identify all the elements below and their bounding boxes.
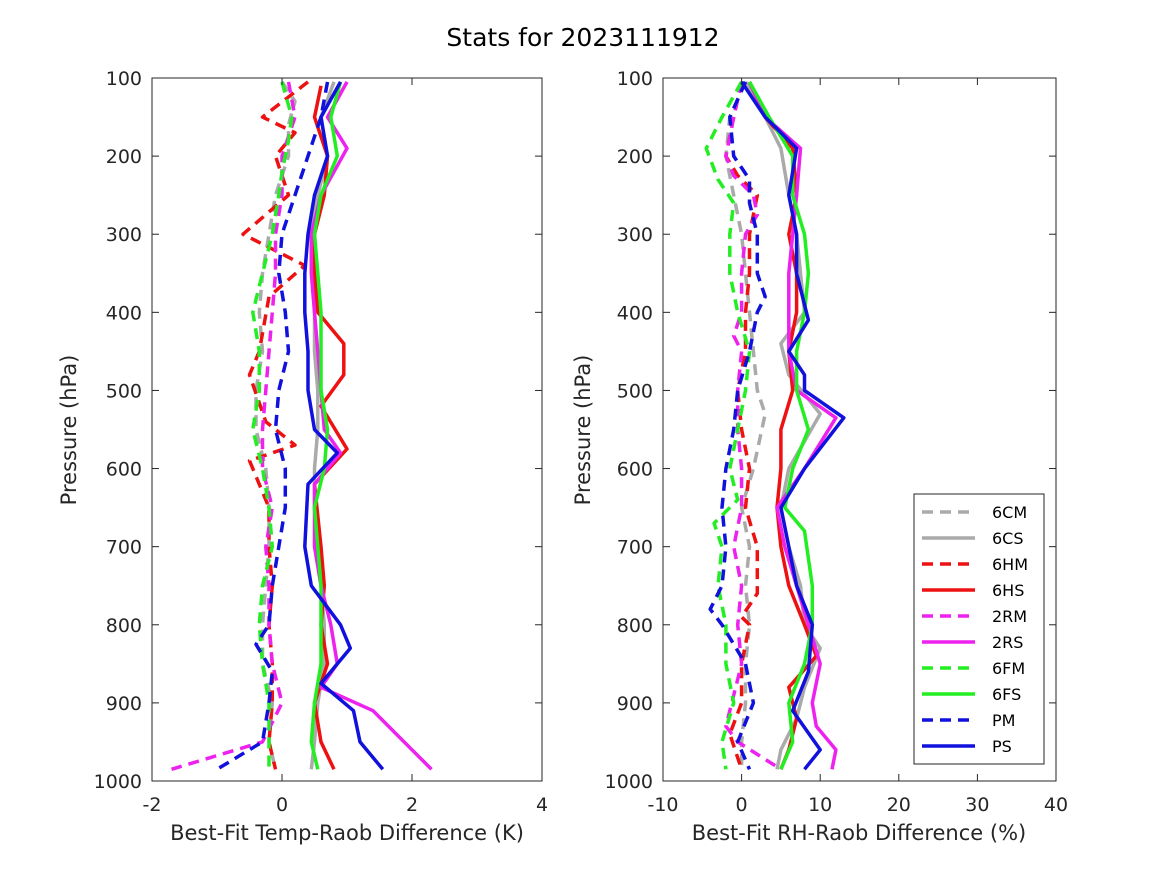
right-y-tick-label: 1000 xyxy=(605,771,653,793)
left-series-pm xyxy=(216,81,330,771)
right-series-6fm xyxy=(704,81,752,770)
left-series-2rm xyxy=(170,81,297,771)
right-series-pm xyxy=(708,81,767,770)
legend: 6CM 6CS 6HM 6HS 2RM 2RS 6FM 6FS PM PS xyxy=(913,493,1045,765)
left-y-tick-label: 300 xyxy=(106,224,142,246)
left-y-tick-label: 1000 xyxy=(94,771,142,793)
left-panel: -2 0 2 4 100 200 300 400 500 600 700 800 900 1000 Bes… xyxy=(57,68,548,845)
left-series-ps xyxy=(303,81,385,771)
right-x-axis-label: Best-Fit RH-Raob Difference (%) xyxy=(692,821,1026,845)
right-x-tick-label: 20 xyxy=(887,794,911,816)
right-series-2rm xyxy=(724,81,782,771)
legend-box xyxy=(913,493,1045,765)
right-panel: -10 0 10 20 30 40 100 200 300 400 500 600 700 800 900 1… xyxy=(571,68,1068,845)
left-y-tick-label: 600 xyxy=(106,459,142,481)
right-x-tick-label: 10 xyxy=(808,794,832,816)
left-y-tick-label: 400 xyxy=(106,302,142,324)
right-y-tick-label: 400 xyxy=(617,302,653,324)
legend-label-6cs: 6CS xyxy=(992,529,1024,548)
right-x-tick-label: 30 xyxy=(965,794,989,816)
right-y-tick-label: 100 xyxy=(617,68,653,90)
right-series-6fs xyxy=(747,81,815,770)
left-x-tick-label: 2 xyxy=(406,794,418,816)
right-y-tick-label: 600 xyxy=(617,459,653,481)
left-y-tick-label: 900 xyxy=(106,693,142,715)
left-y-tick-label: 700 xyxy=(106,537,142,559)
right-y-tick-label: 800 xyxy=(617,615,653,637)
right-y-axis-label: Pressure (hPa) xyxy=(571,355,595,506)
left-x-tick-label: 4 xyxy=(536,794,548,816)
left-series-group xyxy=(170,80,433,771)
left-y-tick-label: 200 xyxy=(106,146,142,168)
left-series-6cs xyxy=(309,81,336,770)
legend-label-6cm: 6CM xyxy=(992,503,1027,522)
right-y-tick-label: 500 xyxy=(617,380,653,402)
right-x-tick-label: 0 xyxy=(736,794,748,816)
left-series-6fs xyxy=(309,81,343,770)
right-y-tick-label: 300 xyxy=(617,224,653,246)
legend-label-6fs: 6FS xyxy=(992,685,1021,704)
legend-label-6hs: 6HS xyxy=(992,581,1024,600)
legend-label-ps: PS xyxy=(992,737,1012,756)
left-y-axis-label: Pressure (hPa) xyxy=(57,355,81,506)
left-y-tick-label: 100 xyxy=(106,68,142,90)
left-x-tick-label: 0 xyxy=(276,794,288,816)
chart-title: Stats for 2023111912 xyxy=(446,23,719,52)
right-axes-box xyxy=(662,77,1057,782)
right-series-group xyxy=(704,80,846,771)
right-y-tick-label: 700 xyxy=(617,537,653,559)
legend-label-6fm: 6FM xyxy=(992,659,1025,678)
right-x-tick-label: 40 xyxy=(1044,794,1068,816)
left-ticks: -2 0 2 4 100 200 300 400 500 600 700 800 900 1000 xyxy=(94,68,548,816)
right-ticks: -10 0 10 20 30 40 100 200 300 400 500 600 700 800 900 1… xyxy=(605,68,1068,816)
right-y-tick-label: 900 xyxy=(617,693,653,715)
left-series-6fm xyxy=(251,81,294,770)
left-series-6hm xyxy=(241,80,310,770)
legend-label-2rs: 2RS xyxy=(992,633,1023,652)
legend-label-pm: PM xyxy=(992,711,1015,730)
legend-label-6hm: 6HM xyxy=(992,555,1028,574)
right-series-6hm xyxy=(724,81,760,770)
right-x-tick-label: -10 xyxy=(647,794,678,816)
left-x-axis-label: Best-Fit Temp-Raob Difference (K) xyxy=(170,821,524,845)
right-series-6cm xyxy=(724,81,767,770)
right-y-tick-label: 200 xyxy=(617,146,653,168)
left-axes-box xyxy=(151,77,543,782)
right-series-ps xyxy=(740,80,846,771)
left-y-tick-label: 800 xyxy=(106,615,142,637)
left-x-tick-label: -2 xyxy=(143,794,162,816)
left-y-tick-label: 500 xyxy=(106,380,142,402)
legend-label-2rm: 2RM xyxy=(992,607,1027,626)
